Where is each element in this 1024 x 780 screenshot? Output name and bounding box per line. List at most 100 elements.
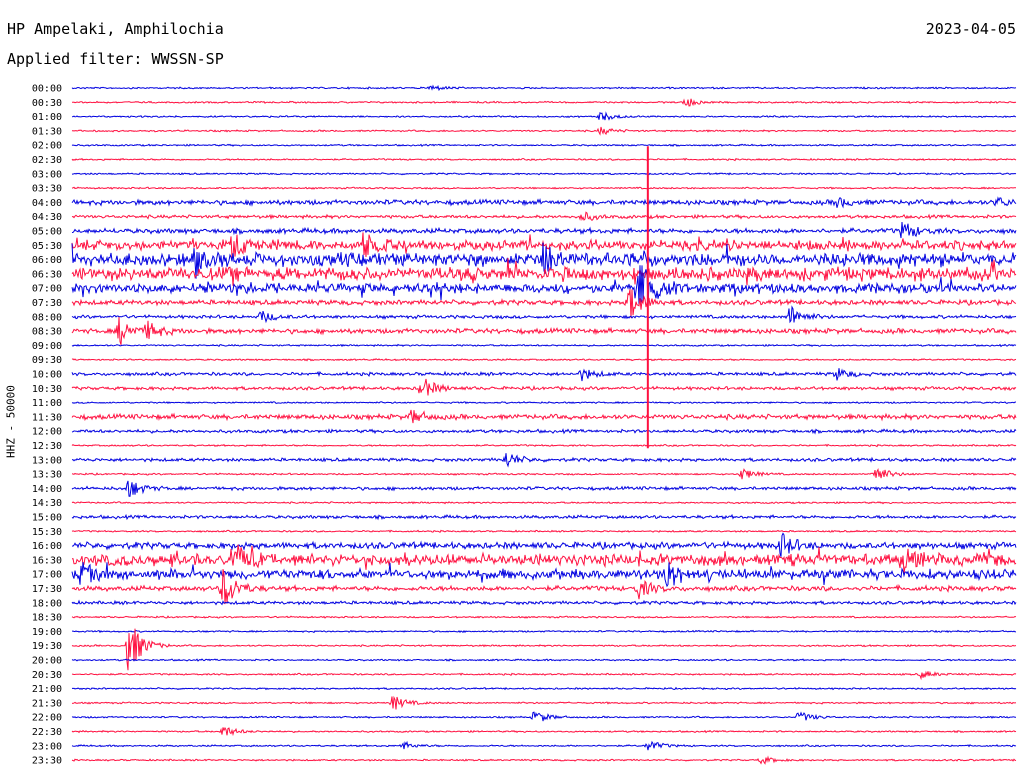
trace-line: [71, 343, 1017, 348]
trace-line: [71, 480, 1017, 497]
row-label: 12:30: [32, 441, 62, 452]
trace-line: [71, 569, 1017, 605]
row-label: 21:30: [32, 698, 62, 709]
trace-line: [71, 409, 1017, 424]
trace-line: [71, 305, 1017, 324]
trace-line: [71, 143, 1017, 147]
record-date: 2023-04-05: [925, 20, 1016, 38]
trace-line: [71, 628, 1017, 671]
trace-line: [71, 378, 1017, 396]
trace-line: [71, 599, 1017, 606]
row-label: 15:00: [32, 513, 62, 524]
trace-line: [71, 232, 1017, 259]
row-label: 20:00: [32, 656, 62, 667]
row-label: 12:00: [32, 427, 62, 438]
row-label: 13:30: [32, 470, 62, 481]
row-label: 14:00: [32, 484, 62, 495]
filter-label: Applied filter: WWSSN-SP: [7, 50, 224, 68]
row-label: 05:00: [32, 227, 62, 238]
trace-line: [71, 172, 1017, 176]
row-label: 02:30: [32, 155, 62, 166]
trace-line: [71, 695, 1017, 710]
trace-line: [71, 257, 1017, 286]
row-label: 03:00: [32, 169, 62, 180]
trace-line: [71, 368, 1017, 382]
row-label: 23:00: [32, 741, 62, 752]
trace-line: [71, 468, 1017, 480]
row-label: 17:30: [32, 584, 62, 595]
trace-line: [71, 726, 1017, 737]
row-label: 22:00: [32, 713, 62, 724]
row-label: 08:00: [32, 312, 62, 323]
trace-line: [71, 513, 1017, 521]
row-label: 23:30: [32, 756, 62, 767]
trace-line: [71, 443, 1017, 448]
row-label: 18:30: [32, 613, 62, 624]
trace-line: [71, 358, 1017, 362]
row-label: 21:00: [32, 684, 62, 695]
trace-line: [71, 453, 1017, 468]
trace-line: [71, 157, 1017, 162]
trace-line: [71, 400, 1017, 405]
trace-line: [71, 317, 1017, 345]
row-label: 02:00: [32, 141, 62, 152]
row-label: 18:00: [32, 598, 62, 609]
row-label: 22:30: [32, 727, 62, 738]
trace-line: [71, 196, 1017, 209]
row-label: 03:30: [32, 184, 62, 195]
row-label: 11:00: [32, 398, 62, 409]
row-label: 08:30: [32, 327, 62, 338]
trace-line: [72, 629, 1017, 634]
trace-line: [71, 428, 1017, 435]
trace-line: [71, 544, 1017, 574]
station-title: HP Ampelaki, Amphilochia: [7, 20, 224, 38]
trace-line: [71, 615, 1017, 619]
row-label: 09:30: [32, 355, 62, 366]
row-label: 07:00: [32, 284, 62, 295]
row-label: 06:30: [32, 269, 62, 280]
row-label: 10:00: [32, 370, 62, 381]
trace-line: [71, 126, 1017, 136]
row-label: 04:30: [32, 212, 62, 223]
row-label: 04:00: [32, 198, 62, 209]
row-label: 10:30: [32, 384, 62, 395]
row-label: 16:30: [32, 555, 62, 566]
trace-line: [71, 221, 1017, 239]
row-label: 09:00: [32, 341, 62, 352]
trace-line: [71, 501, 1017, 505]
row-label: 16:00: [32, 541, 62, 552]
traces: [71, 84, 1017, 765]
row-label: 11:30: [32, 412, 62, 423]
trace-line: [71, 529, 1017, 534]
row-label: 19:00: [32, 627, 62, 638]
trace-line: [71, 755, 1017, 765]
row-label: 05:30: [32, 241, 62, 252]
trace-line: [71, 562, 1017, 588]
trace-line: [71, 686, 1017, 691]
trace-line: [71, 265, 1017, 307]
trace-line: [71, 711, 1016, 722]
trace-line: [71, 211, 1017, 221]
trace-line: [71, 670, 1017, 681]
trace-line: [71, 98, 1017, 107]
trace-line: [71, 242, 1017, 279]
row-label: 00:30: [32, 98, 62, 109]
trace-line: [71, 186, 1017, 190]
trace-line: [71, 111, 1017, 121]
row-label: 19:30: [32, 641, 62, 652]
trace-line: [71, 289, 1017, 319]
row-label: 01:00: [32, 112, 62, 123]
row-label: 15:30: [32, 527, 62, 538]
row-label: 17:00: [32, 570, 62, 581]
row-label: 14:30: [32, 498, 62, 509]
row-label: 20:30: [32, 670, 62, 681]
trace-line: [71, 84, 1017, 92]
row-label: 13:00: [32, 455, 62, 466]
row-label: 01:30: [32, 126, 62, 137]
trace-line: [71, 532, 1017, 557]
row-label: 00:00: [32, 84, 62, 95]
trace-line: [71, 740, 1017, 751]
row-labels: 00:00 00:30 01:00 01:30 02:00 02:30 03:00 03:30…: [32, 84, 62, 767]
row-label: 07:30: [32, 298, 62, 309]
